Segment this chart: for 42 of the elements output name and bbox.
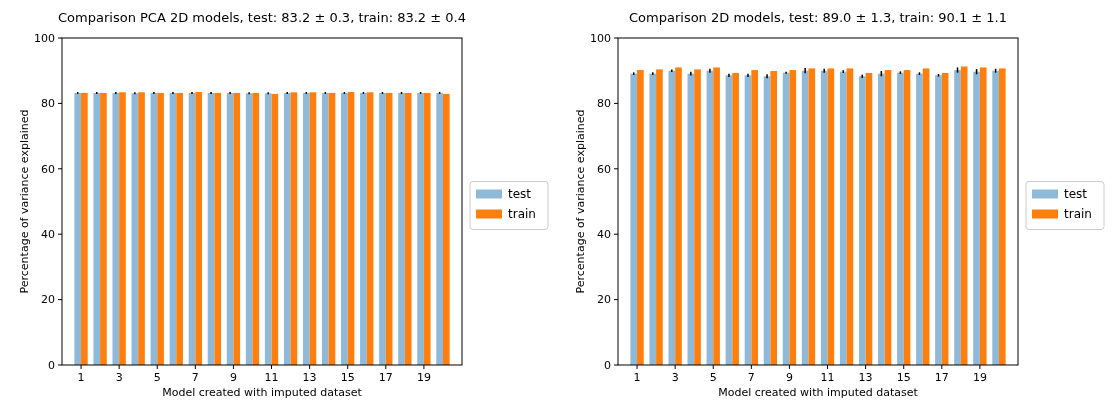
x-axis-title: Model created with imputed dataset (718, 386, 919, 399)
y-tick-label: 0 (604, 358, 611, 372)
x-tick-label: 11 (264, 371, 279, 384)
legend-label: test (1064, 187, 1088, 202)
x-tick-label: 5 (153, 371, 161, 384)
x-tick-label: 19 (416, 371, 431, 384)
y-tick-label: 80 (41, 97, 55, 111)
x-tick-label: 5 (709, 371, 717, 384)
x-tick-label: 17 (378, 371, 393, 384)
legend-label: train (1064, 207, 1092, 222)
y-axis-title: Percentage of variance explained (18, 109, 31, 294)
x-tick-label: 15 (896, 371, 911, 384)
x-tick-label: 7 (747, 371, 755, 384)
legend-label: test (508, 187, 532, 202)
y-tick-label: 100 (590, 31, 611, 45)
x-tick-label: 7 (191, 371, 199, 384)
x-tick-label: 13 (858, 371, 873, 384)
x-tick-label: 9 (785, 371, 793, 384)
x-tick-label: 17 (934, 371, 949, 384)
y-tick-label: 80 (597, 97, 611, 111)
y-tick-label: 60 (41, 162, 55, 176)
y-tick-label: 40 (41, 228, 55, 242)
y-tick-label: 100 (34, 31, 55, 45)
x-axis-title: Model created with imputed dataset (162, 386, 363, 399)
x-tick-label: 15 (340, 371, 355, 384)
x-tick-label: 11 (820, 371, 835, 384)
x-tick-label: 3 (671, 371, 679, 384)
y-tick-label: 60 (597, 162, 611, 176)
y-tick-label: 0 (48, 358, 55, 372)
chart-title: Comparison PCA 2D models, test: 83.2 ± 0.3, train: 83.2 ± 0.4 (58, 10, 466, 25)
y-tick-label: 20 (597, 293, 611, 307)
x-tick-label: 1 (77, 371, 85, 384)
x-tick-label: 13 (302, 371, 317, 384)
x-tick-label: 1 (633, 371, 641, 384)
chart-title: Comparison 2D models, test: 89.0 ± 1.3, train: 90.1 ± 1.1 (629, 10, 1007, 25)
y-tick-label: 40 (597, 228, 611, 242)
x-tick-label: 9 (229, 371, 237, 384)
x-tick-label: 19 (972, 371, 987, 384)
y-tick-label: 20 (41, 293, 55, 307)
x-tick-label: 3 (115, 371, 123, 384)
y-axis-title: Percentage of variance explained (574, 109, 587, 294)
legend-label: train (508, 207, 536, 222)
